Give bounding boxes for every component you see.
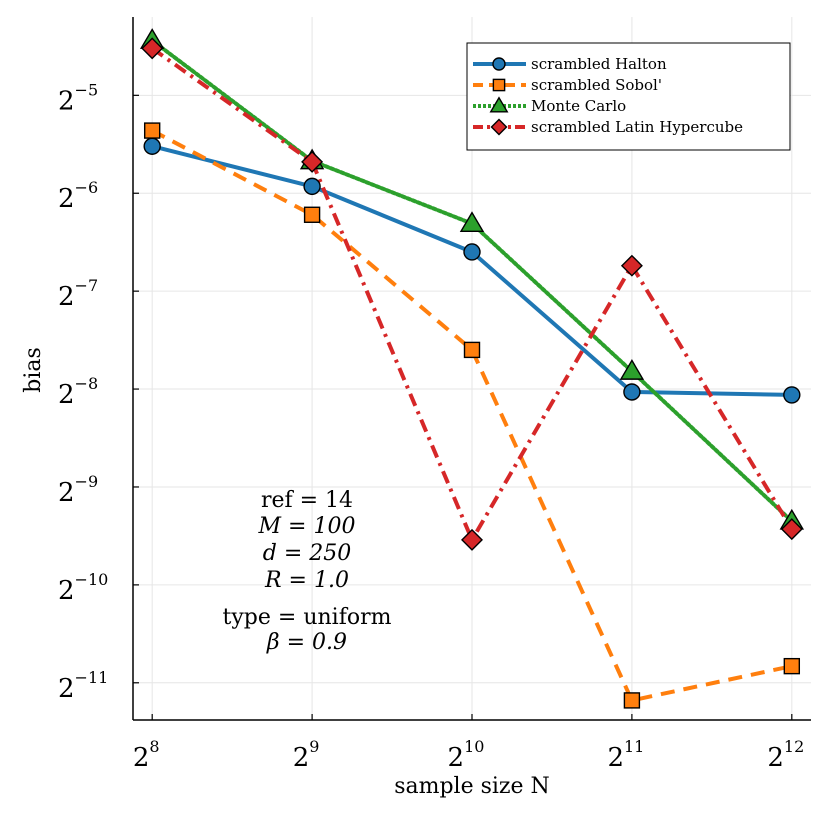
annotation-m: M = 100 <box>258 514 356 539</box>
y-tick-label: 2−11 <box>58 668 108 704</box>
x-axis-label: sample size N <box>394 774 550 799</box>
y-tick-label: 2−8 <box>58 374 98 410</box>
data-point-triangle <box>459 211 485 232</box>
annotation-beta: β = 0.9 <box>266 630 347 655</box>
legend-label: scrambled Latin Hypercube <box>531 118 743 136</box>
data-point-diamond <box>301 150 324 173</box>
annotation-type: type = uniform <box>223 605 392 630</box>
data-point-diamond <box>461 528 483 551</box>
legend-box <box>466 42 791 151</box>
y-tick-label: 2−5 <box>58 80 98 116</box>
x-tick-label: 28 <box>133 737 160 773</box>
x-tick-label: 29 <box>293 737 320 773</box>
y-axis-label: bias <box>21 347 46 393</box>
data-point-square <box>303 206 321 223</box>
data-point-square <box>463 341 481 359</box>
data-point-diamond <box>620 254 643 277</box>
data-point-circle <box>303 177 321 196</box>
legend-entry: scrambled Halton <box>473 55 667 73</box>
legend-marker <box>489 96 509 113</box>
legend-entry: Monte Carlo <box>473 96 626 115</box>
y-ticks: 2−11 2−10 2−9 2−8 2−7 2−6 2−5 <box>58 80 139 704</box>
legend-marker <box>490 118 508 136</box>
legend-entry: scrambled Sobol' <box>473 76 662 94</box>
series-line-scrambled-sobol <box>151 128 793 703</box>
legend: scrambled Halton scrambled Sobol' Monte Ca… <box>466 42 791 151</box>
legend-label: Monte Carlo <box>531 97 626 115</box>
y-tick-label: 2−6 <box>58 178 98 214</box>
y-tick-label: 2−7 <box>58 276 98 312</box>
annotation-block: ref = 14 M = 100 d = 250 R = 1.0 type = … <box>223 488 392 655</box>
y-tick-label: 2−10 <box>58 570 108 606</box>
annotation-r: R = 1.0 <box>264 568 349 593</box>
y-tick-label: 2−9 <box>58 472 98 508</box>
data-point-diamond <box>141 37 164 60</box>
data-point-diamond <box>780 518 803 541</box>
data-point-circle <box>783 386 801 404</box>
legend-marker <box>492 57 506 71</box>
data-point-square <box>143 122 161 139</box>
legend-marker <box>492 78 506 92</box>
markers <box>139 28 805 709</box>
legend-entry: scrambled Latin Hypercube <box>473 118 743 136</box>
data-point-square <box>623 692 641 709</box>
legend-label: scrambled Halton <box>531 55 667 73</box>
data-point-circle <box>623 383 641 401</box>
data-point-circle <box>143 137 161 155</box>
legend-label: scrambled Sobol' <box>531 76 662 94</box>
annotation-d: d = 250 <box>263 541 352 566</box>
x-tick-label: 211 <box>607 737 644 773</box>
annotation-ref: ref = 14 <box>261 488 353 513</box>
data-point-square <box>783 657 801 675</box>
data-point-circle <box>463 243 481 261</box>
data-point-triangle <box>619 359 645 380</box>
x-ticks: 28 29 210 211 212 <box>133 714 804 773</box>
x-tick-label: 212 <box>767 737 804 773</box>
x-tick-label: 210 <box>448 737 485 773</box>
